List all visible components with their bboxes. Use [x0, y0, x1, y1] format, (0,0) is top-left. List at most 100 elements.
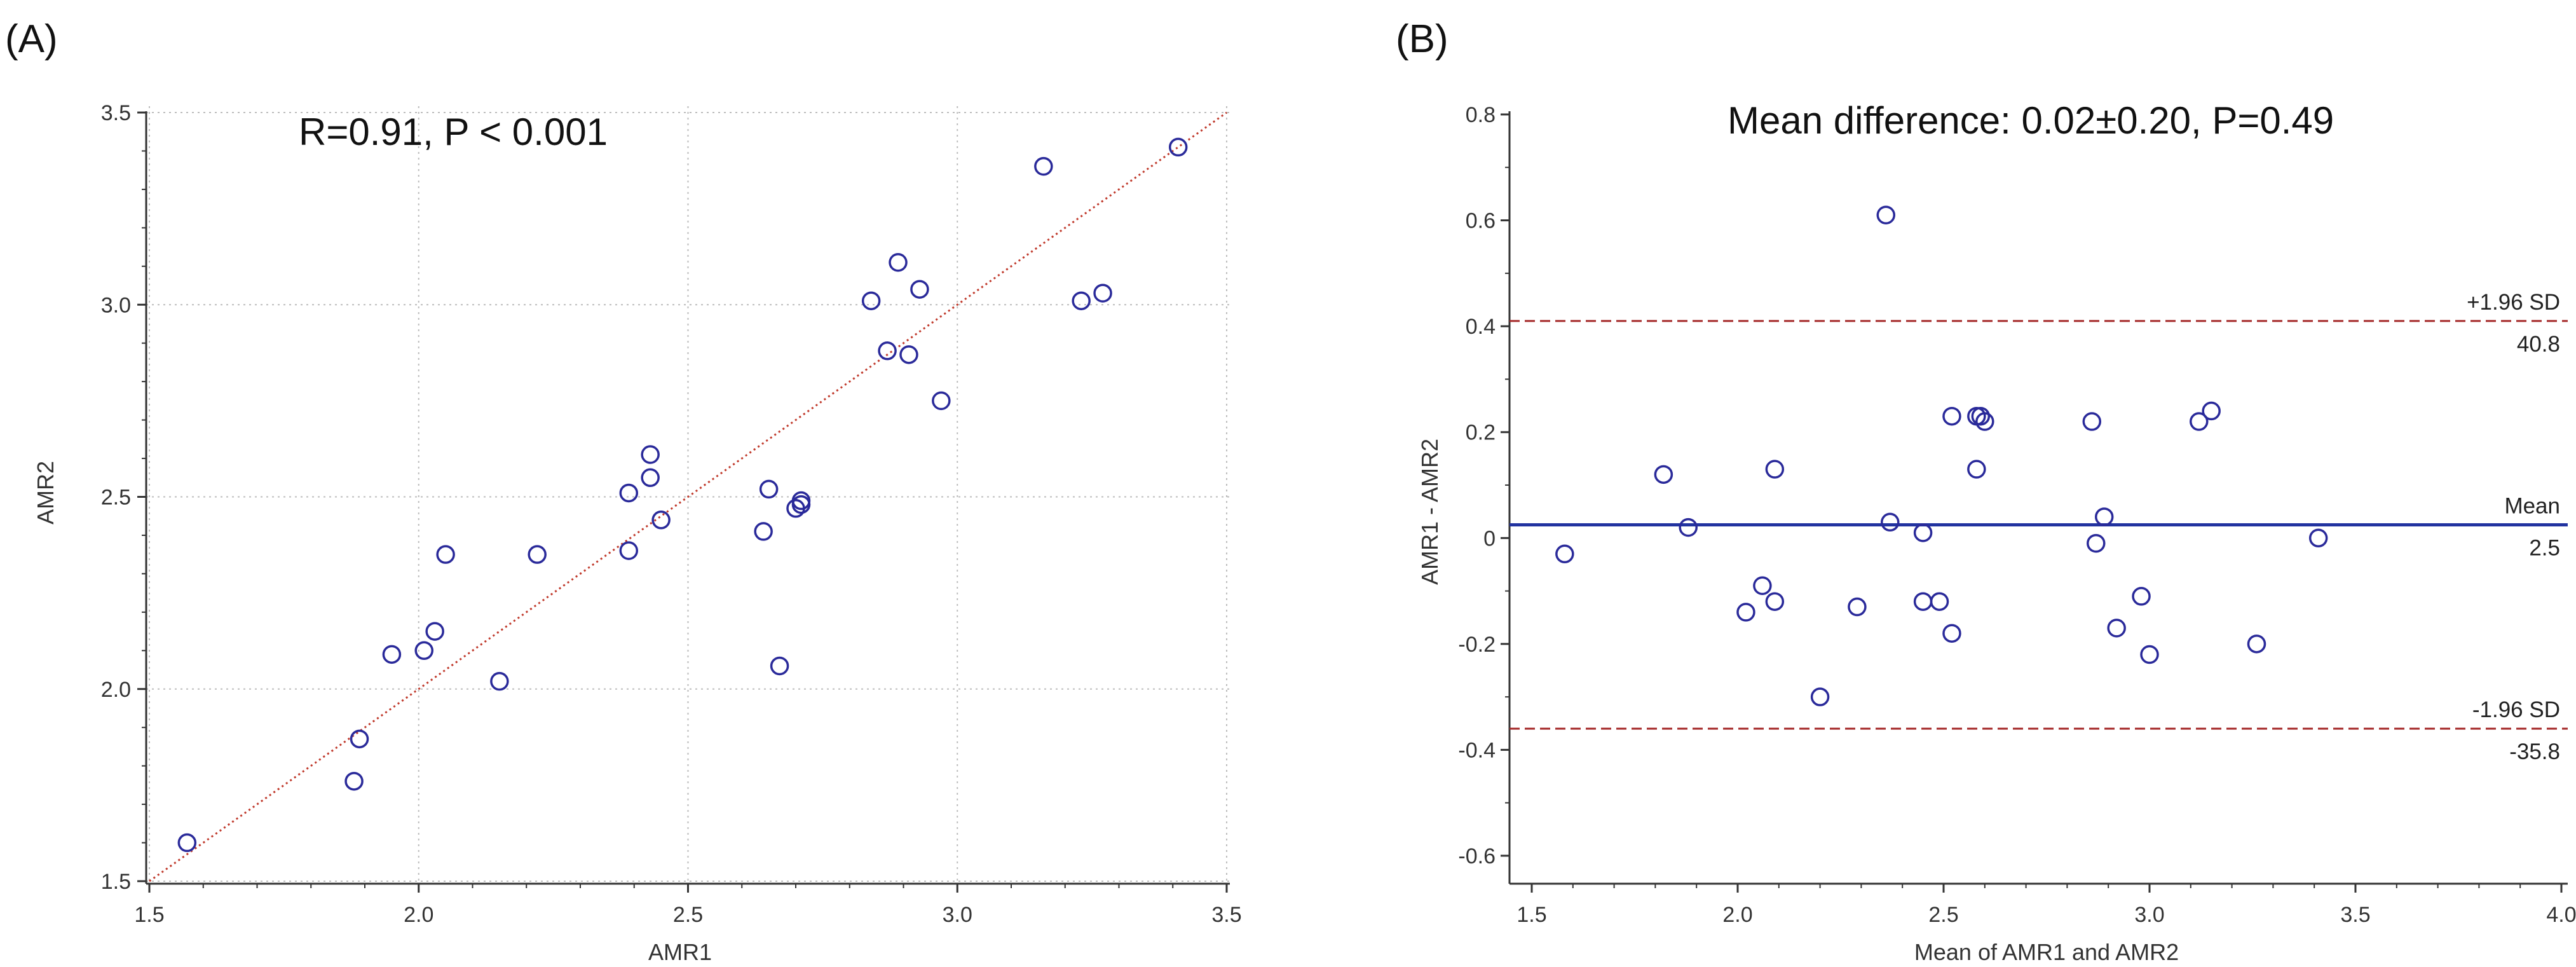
panel-b-bland-altman: (B) 1.5 2.0 2.5 3.0 3.5 4.0 -0.6 -0.4 -0.2 0 0.2 0.…	[1396, 17, 2576, 965]
panel-a-data-point	[382, 645, 402, 664]
panel-a-identity-line-segment	[149, 111, 1227, 882]
panel-a-points	[177, 137, 1188, 853]
panel-b-x-tick-label: 3.5	[2340, 903, 2370, 927]
panel-b-data-point	[2247, 634, 2266, 654]
panel-a-data-point	[889, 253, 908, 272]
upper-loa-label: +1.96 SD	[2467, 290, 2560, 315]
panel-a-data-point	[791, 491, 811, 511]
panel-a-data-point	[770, 656, 789, 676]
panel-a-x-tick-label: 3.0	[943, 903, 972, 927]
panel-a-data-point	[861, 291, 881, 310]
lower-loa-value: -35.8	[2509, 739, 2560, 764]
panel-b-x-tick-label: 2.0	[1722, 903, 1752, 927]
panel-b-data-point	[1971, 406, 1991, 426]
panel-b-data-point	[1765, 460, 1785, 479]
mean-line-value: 2.5	[2529, 535, 2560, 560]
panel-a-x-axis-title: AMR1	[648, 939, 712, 965]
panel-b-data-point	[2308, 528, 2328, 548]
panel-b-data-point	[1876, 205, 1896, 224]
panel-b-data-point	[1913, 523, 1933, 542]
panel-a-data-point	[641, 445, 660, 464]
panel-a-data-point	[1168, 137, 1188, 157]
panel-b-data-point	[1975, 412, 1994, 431]
panel-b-data-point	[1848, 597, 1867, 617]
panel-a-data-point	[1072, 291, 1091, 310]
panel-b-data-point	[1930, 592, 1949, 611]
panel-a-scatter: (A) 1.5 2.0 2.5 3.0 3.5 1.5 2.0 2.5 3.0 3.5 R=0.9…	[5, 17, 1242, 965]
panel-a-x-tick-label: 1.5	[134, 903, 164, 927]
panel-a-data-point	[1034, 156, 1053, 176]
panel-a-data-point	[528, 545, 547, 564]
panel-a-axes: 1.5 2.0 2.5 3.0 3.5 1.5 2.0 2.5 3.0 3.5	[101, 101, 1242, 927]
panel-a-data-point	[791, 495, 811, 514]
panel-b-reference-lines: +1.96 SD 40.8 Mean 2.5 -1.96 SD -35.8	[1509, 290, 2568, 764]
panel-a-y-tick-label: 1.5	[101, 870, 131, 894]
panel-b-x-tick-label: 4.0	[2546, 903, 2576, 927]
panel-a-label: (A)	[5, 17, 58, 61]
panel-b-x-tick-label: 1.5	[1516, 903, 1546, 927]
panel-a-data-point	[878, 341, 897, 360]
panel-a-y-axis-title: AMR2	[32, 461, 58, 525]
panel-b-data-point	[1810, 687, 1830, 706]
panel-b-data-point	[1942, 624, 1961, 643]
panel-b-data-point	[1967, 460, 1986, 479]
panel-b-data-point	[2202, 401, 2221, 421]
panel-b-data-point	[1753, 576, 1772, 595]
panel-b-y-tick-label: -0.4	[1458, 738, 1496, 762]
panel-a-data-point	[910, 280, 929, 299]
panel-a-annotation: R=0.91, P < 0.001	[299, 111, 608, 153]
panel-a-data-point	[619, 541, 639, 560]
panel-a-y-tick-label: 2.5	[101, 486, 131, 510]
panel-b-data-point	[1881, 512, 1900, 532]
panel-a-data-point	[414, 641, 433, 661]
panel-b-label: (B)	[1396, 17, 1448, 61]
panel-a-data-point	[899, 345, 918, 364]
panel-a-data-point	[651, 511, 671, 530]
panel-b-y-tick-label: 0.4	[1466, 315, 1496, 339]
panel-b-axes: 1.5 2.0 2.5 3.0 3.5 4.0 -0.6 -0.4 -0.2 0 0.2 0.4 0.6…	[1458, 103, 2576, 927]
panel-a-data-point	[759, 479, 779, 499]
panel-b-data-point	[1555, 544, 1574, 564]
panel-a-y-tick-label: 3.5	[101, 101, 131, 125]
panel-b-y-tick-label: -0.6	[1458, 844, 1496, 868]
panel-a-grid	[146, 106, 1233, 884]
upper-loa-value: 40.8	[2517, 332, 2560, 357]
lower-loa-label: -1.96 SD	[2472, 697, 2560, 722]
panel-a-data-point	[436, 545, 455, 564]
panel-a-data-point	[932, 391, 951, 411]
panel-b-y-tick-label: -0.2	[1458, 633, 1496, 657]
panel-a-y-tick-label: 3.0	[101, 293, 131, 317]
panel-b-points	[1555, 205, 2328, 706]
panel-b-data-point	[2082, 412, 2102, 431]
panel-b-data-point	[1942, 406, 1961, 426]
panel-a-identity-line	[149, 111, 1227, 882]
panel-a-data-point	[490, 671, 509, 691]
panel-b-x-tick-label: 2.5	[1928, 903, 1958, 927]
panel-b-annotation: Mean difference: 0.02±0.20, P=0.49	[1728, 99, 2334, 142]
panel-a-data-point	[350, 729, 369, 749]
panel-b-data-point	[1736, 603, 1755, 622]
panel-b-data-point	[2140, 645, 2159, 664]
panel-a-x-tick-label: 3.5	[1211, 903, 1241, 927]
panel-a-data-point	[641, 468, 660, 488]
panel-a-data-point	[344, 772, 364, 791]
panel-b-y-tick-label: 0.6	[1466, 209, 1496, 233]
panel-b-y-axis-title: AMR1 - AMR2	[1417, 439, 1443, 585]
panel-a-data-point	[177, 833, 197, 853]
panel-b-x-axis-title: Mean of AMR1 and AMR2	[1914, 939, 2179, 965]
panel-b-data-point	[1913, 592, 1933, 611]
panel-a-data-point	[425, 622, 444, 641]
panel-b-y-tick-label: 0.2	[1466, 421, 1496, 445]
panel-b-data-point	[2132, 587, 2151, 606]
panel-b-x-tick-label: 3.0	[2134, 903, 2164, 927]
panel-b-data-point	[2190, 412, 2209, 431]
panel-a-data-point	[619, 483, 639, 503]
panel-b-y-tick-label: 0	[1483, 526, 1496, 551]
panel-a-data-point	[754, 522, 773, 541]
panel-b-data-point	[1679, 518, 1698, 537]
mean-line-label: Mean	[2504, 493, 2560, 518]
panel-a-x-tick-label: 2.0	[404, 903, 433, 927]
panel-b-data-point	[1654, 465, 1673, 484]
panel-b-y-tick-label: 0.8	[1466, 103, 1496, 127]
